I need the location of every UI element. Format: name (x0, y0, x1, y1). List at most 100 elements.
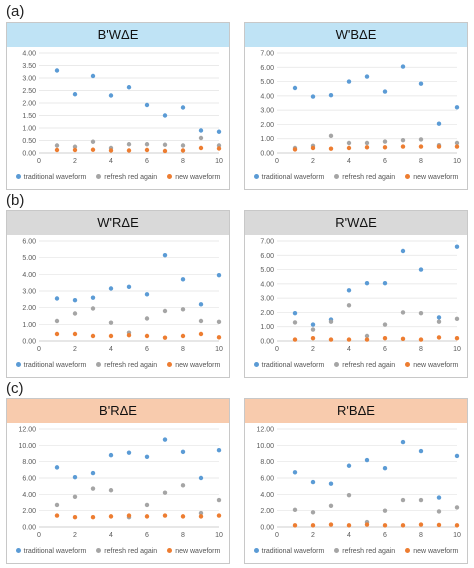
data-point-refresh (54, 143, 60, 148)
legend-label: traditional waveform (23, 548, 87, 555)
data-point-traditional (90, 470, 96, 476)
data-point-refresh (54, 502, 60, 508)
y-tick-label: 0.50 (22, 138, 36, 145)
chart-panel-rb: R'BΔE 0.00 2.00 4.00 6.00 8.00 10.00 12.00 0 2 4 6… (244, 398, 468, 564)
data-point-traditional (454, 105, 460, 110)
data-point-traditional (198, 302, 204, 307)
data-point-new (436, 522, 442, 528)
legend-item-traditional: traditional waveform (15, 174, 87, 181)
x-tick-label: 2 (73, 346, 77, 353)
chart-plot: 0.00 1.00 2.00 3.00 4.00 5.00 6.00 0 2 4 6 8 10 (22, 239, 223, 354)
data-point-refresh (216, 319, 222, 325)
legend-marker (253, 548, 259, 553)
data-point-traditional (72, 297, 78, 303)
legend-item-new: new waveform (167, 362, 220, 369)
data-point-refresh (400, 137, 406, 143)
x-tick-label: 2 (73, 158, 77, 165)
data-point-traditional (216, 448, 222, 453)
data-point-new (328, 146, 334, 151)
data-point-traditional (108, 286, 114, 291)
data-point-traditional (72, 92, 78, 97)
data-point-traditional (436, 121, 442, 126)
chart-plot: 0.00 1.00 2.00 3.00 4.00 5.00 6.00 7.00 0 2 4 6 8 10 (260, 51, 461, 166)
y-tick-label: 4.00 (22, 492, 36, 499)
legend-marker (167, 174, 173, 179)
data-point-new (292, 147, 298, 152)
legend-marker (167, 548, 173, 553)
data-point-refresh (108, 488, 114, 493)
data-point-traditional (126, 85, 132, 90)
data-point-traditional (346, 79, 352, 84)
y-tick-label: 5.00 (22, 255, 36, 262)
data-point-refresh (292, 507, 298, 513)
legend-label: new waveform (175, 362, 221, 369)
x-tick-label: 10 (453, 158, 461, 165)
legend-item-new: new waveform (167, 548, 220, 555)
y-tick-label: 1.00 (22, 322, 36, 329)
legend-label: new waveform (413, 362, 459, 369)
y-tick-label: 12.00 (18, 427, 36, 434)
y-tick-label: 3.00 (260, 296, 274, 303)
data-point-refresh (328, 503, 334, 508)
data-point-refresh (162, 490, 168, 495)
x-tick-label: 8 (181, 532, 185, 539)
legend-label: traditional waveform (23, 362, 87, 369)
data-point-traditional (454, 453, 460, 459)
data-point-new (162, 335, 168, 340)
data-point-new (126, 513, 132, 518)
legend-label: new waveform (413, 174, 459, 181)
data-point-traditional (90, 73, 96, 79)
data-point-refresh (54, 318, 60, 324)
data-point-refresh (400, 497, 406, 503)
x-tick-label: 8 (181, 158, 185, 165)
data-point-traditional (72, 474, 78, 480)
data-point-refresh (328, 133, 334, 139)
data-point-refresh (126, 142, 132, 147)
data-point-traditional (292, 85, 298, 91)
data-point-new (454, 523, 460, 528)
x-tick-label: 4 (109, 346, 113, 353)
y-tick-label: 4.00 (22, 272, 36, 279)
data-point-refresh (90, 139, 96, 144)
legend-item-traditional: traditional waveform (15, 362, 87, 369)
data-point-traditional (364, 280, 370, 286)
data-point-refresh (72, 311, 78, 316)
chart-plot: 0.00 2.00 4.00 6.00 8.00 10.00 12.00 0 2 4 6 8 10 (18, 427, 223, 540)
data-point-refresh (180, 483, 186, 488)
data-point-new (144, 333, 150, 339)
y-tick-label: 5.00 (260, 79, 274, 86)
data-point-refresh (382, 322, 388, 327)
data-point-new (382, 335, 388, 341)
legend-item-refresh: refresh red again (96, 548, 157, 555)
legend-label: traditional waveform (261, 174, 325, 181)
data-point-new (72, 331, 78, 337)
data-point-refresh (418, 137, 424, 142)
y-tick-label: 6.00 (260, 65, 274, 72)
y-tick-label: 12.00 (256, 427, 274, 434)
legend-marker (405, 548, 411, 553)
y-tick-label: 2.00 (260, 508, 274, 515)
y-tick-label: 4.00 (260, 281, 274, 288)
data-point-new (90, 333, 96, 339)
chart-panel-wr: W'RΔE 0.00 1.00 2.00 3.00 4.00 5.00 6.00 0 2 4 6 8 1… (6, 210, 230, 378)
data-point-traditional (126, 284, 132, 290)
y-tick-label: 0.00 (260, 339, 274, 346)
data-point-new (108, 333, 114, 339)
data-point-traditional (54, 296, 60, 301)
x-tick-label: 0 (37, 346, 41, 353)
x-tick-label: 10 (215, 532, 223, 539)
y-tick-label: 0.00 (22, 525, 36, 532)
data-point-new (382, 523, 388, 528)
x-tick-label: 2 (311, 532, 315, 539)
legend-label: traditional waveform (23, 174, 87, 181)
data-point-traditional (54, 68, 60, 73)
data-point-new (54, 147, 60, 153)
x-tick-label: 4 (347, 346, 351, 353)
legend-item-new: new waveform (405, 362, 458, 369)
x-tick-label: 10 (215, 158, 223, 165)
data-point-traditional (382, 89, 388, 94)
legend-item-traditional: traditional waveform (253, 548, 324, 555)
data-point-refresh (382, 508, 388, 513)
data-point-traditional (180, 277, 186, 282)
data-point-refresh (90, 306, 96, 311)
